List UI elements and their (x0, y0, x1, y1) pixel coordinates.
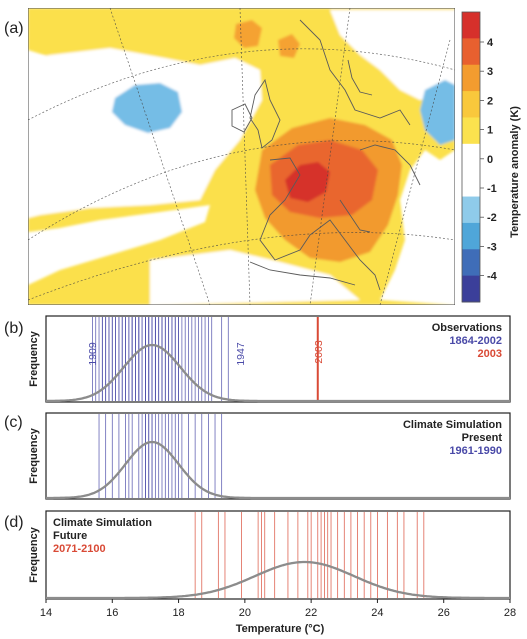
x-tick-label: 22 (305, 607, 317, 619)
colorbar: 4 3 2 1 0 -1 -2 -3 -4 Temperature anomaly (K) (461, 11, 521, 303)
colorbar-tick-label: -4 (487, 271, 498, 283)
anomaly-region-8 (278, 34, 300, 58)
colorbar-tick-label: -2 (487, 212, 497, 224)
x-tick-label: 24 (371, 607, 383, 619)
colorbar-tick-label: 3 (487, 66, 493, 78)
ylabel-d: Frequency (28, 526, 40, 583)
coastline-1 (249, 78, 281, 149)
panel-label-c: (c) (4, 414, 23, 431)
panel-label-d: (d) (4, 514, 24, 531)
panel-future-simulation: Frequency Climate Simulation Future 2071… (28, 510, 511, 600)
anomaly-map (28, 8, 455, 305)
colorbar-swatch (462, 222, 480, 250)
x-tick-label: 18 (172, 607, 184, 619)
anomaly-region-4 (150, 250, 360, 305)
colorbar-tick-label: -1 (487, 183, 497, 195)
panel-label-b: (b) (4, 320, 24, 337)
colorbar-swatch (462, 12, 480, 39)
coastline-5 (309, 219, 381, 291)
legend-title-b: Observations (432, 322, 502, 334)
x-tick-label: 28 (504, 607, 516, 619)
colorbar-swatch (462, 38, 480, 66)
legend-year-b: 2003 (478, 348, 502, 360)
coastline-3 (299, 19, 411, 126)
colorbar-tick-label: 4 (487, 37, 494, 49)
colorbar-tick-label: -3 (487, 241, 497, 253)
x-tick-label: 26 (438, 607, 450, 619)
colorbar-swatch (462, 249, 480, 277)
panel-present-simulation: Frequency Climate Simulation Present 196… (28, 412, 511, 500)
legend-subtitle-d: Future (53, 530, 87, 542)
panel-observations: Frequency 1909 1947 2003 Observations 18… (28, 315, 511, 403)
colorbar-tick-label: 1 (487, 125, 493, 137)
anomaly-region-6 (420, 80, 455, 145)
colorbar-swatch (462, 170, 480, 198)
legend-title-c: Climate Simulation (403, 419, 502, 431)
year-label-2003: 2003 (313, 340, 325, 364)
coastline-4 (259, 157, 311, 261)
coastline-2 (231, 103, 253, 133)
colorbar-swatch (462, 117, 480, 145)
x-axis-title: Temperature (°C) (236, 623, 325, 635)
colorbar-swatch (462, 64, 480, 92)
anomaly-region-3 (330, 10, 455, 100)
anomaly-region-5 (112, 83, 182, 133)
colorbar-swatch (462, 143, 480, 171)
year-label-1947: 1947 (235, 342, 247, 366)
coastline-9 (347, 59, 373, 96)
x-axis: 14 16 18 20 22 24 26 28 Temperature (°C) (40, 599, 516, 635)
x-tick-label: 16 (106, 607, 118, 619)
coastline-6 (339, 199, 371, 233)
legend-range-b: 1864-2002 (449, 335, 502, 347)
coastline-7 (249, 261, 356, 286)
anomaly-region-2 (28, 48, 262, 218)
colorbar-tick-label: 2 (487, 95, 493, 107)
colorbar-swatch (462, 91, 480, 118)
x-tick-label: 20 (239, 607, 251, 619)
colorbar-label: Temperature anomaly (K) (509, 106, 521, 238)
ylabel-c: Frequency (28, 427, 40, 484)
frequency-curve (46, 440, 510, 500)
panel-label-a: (a) (4, 20, 24, 37)
anomaly-region-11 (285, 162, 330, 202)
legend-range-c: 1961-1990 (449, 445, 502, 457)
colorbar-swatch (462, 275, 480, 303)
ylabel-b: Frequency (28, 330, 40, 387)
coastline-8 (359, 144, 421, 186)
colorbar-tick-label: 0 (487, 154, 493, 166)
legend-title-d: Climate Simulation (53, 517, 152, 529)
legend-range-d: 2071-2100 (53, 543, 106, 555)
frequency-curve (46, 560, 510, 600)
year-label-1909: 1909 (87, 342, 99, 366)
colorbar-swatch (462, 196, 480, 224)
frequency-curve (45, 343, 510, 403)
x-tick-label: 14 (40, 607, 52, 619)
legend-subtitle-c: Present (462, 432, 503, 444)
